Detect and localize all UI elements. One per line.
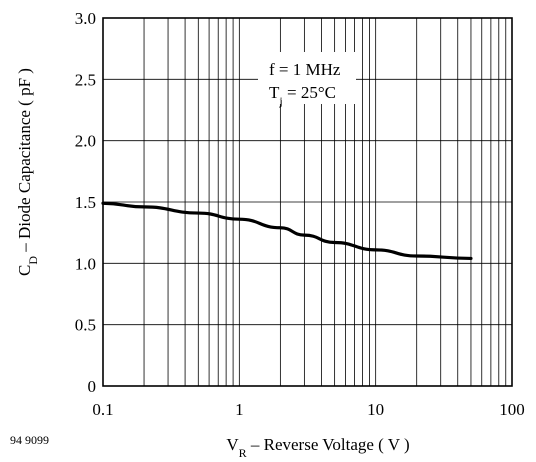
y-tick-labels: 0 0.5 1.0 1.5 2.0 2.5 3.0 — [75, 9, 96, 396]
x-tick-label: 10 — [367, 400, 384, 419]
annotation-box — [258, 52, 356, 104]
figure-id: 94 9099 — [10, 433, 49, 447]
series-layer — [101, 201, 473, 261]
y-tick-label: 2.5 — [75, 70, 96, 89]
x-tick-label: 100 — [499, 400, 525, 419]
y-axis-label: CD – Diode Capacitance ( pF ) — [15, 68, 40, 276]
y-tick-label: 1.5 — [75, 193, 96, 212]
y-tick-label: 0.5 — [75, 316, 96, 335]
y-tick-label: 2.0 — [75, 132, 96, 151]
annotation-frequency: f = 1 MHz — [269, 60, 341, 79]
capacitance-curve — [101, 201, 473, 261]
x-tick-label: 0.1 — [92, 400, 113, 419]
y-tick-label: 3.0 — [75, 9, 96, 28]
y-tick-label: 1.0 — [75, 254, 96, 273]
x-tick-label: 1 — [235, 400, 244, 419]
x-axis-label: VR – Reverse Voltage ( V ) — [226, 435, 409, 460]
x-tick-labels: 0.1 1 10 100 — [92, 400, 524, 419]
annotation-temperature: Tj = 25°C — [269, 83, 336, 108]
y-tick-label: 0 — [88, 377, 97, 396]
